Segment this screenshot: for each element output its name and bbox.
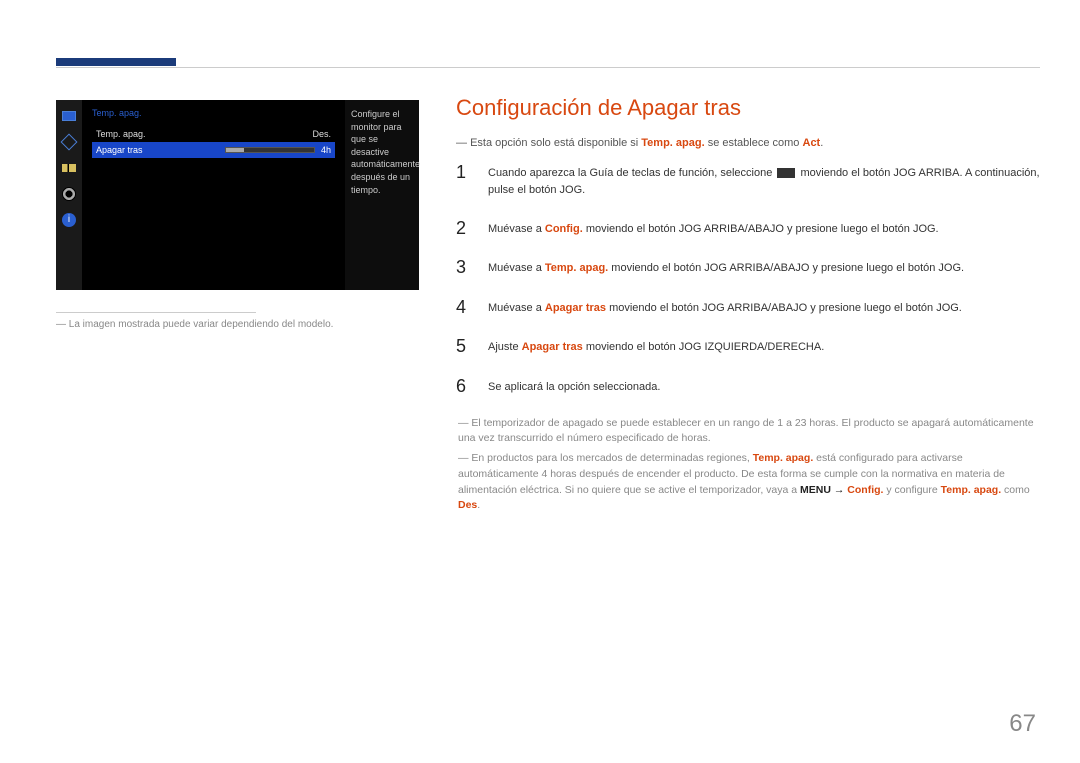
osd-screenshot: i Temp. apag. Temp. apag. Des. Apagar tr…: [56, 100, 419, 290]
right-column: Configuración de Apagar tras Esta opción…: [456, 95, 1040, 514]
arrow-icon: →: [831, 484, 847, 496]
osd-main-panel: Temp. apag. Temp. apag. Des. Apagar tras…: [82, 100, 345, 290]
osd-slider-cell: 4h: [225, 145, 331, 155]
text-highlight: Des: [458, 499, 477, 511]
note-text: se establece como: [705, 137, 803, 149]
text-highlight: Apagar tras: [522, 341, 583, 353]
step-3: 3 Muévase a Temp. apag. moviendo el botó…: [456, 257, 1040, 279]
text-fragment: Ajuste: [488, 341, 522, 353]
page-heading: Configuración de Apagar tras: [456, 95, 1040, 121]
note-highlight: Act: [803, 137, 821, 149]
text-fragment: como: [1001, 484, 1030, 496]
step-number: 2: [456, 218, 474, 240]
text-fragment: moviendo el botón JOG ARRIBA/ABAJO y pre…: [583, 223, 939, 235]
step-text: Ajuste Apagar tras moviendo el botón JOG…: [488, 336, 824, 357]
step-number: 1: [456, 162, 474, 184]
text-highlight: Config.: [847, 484, 883, 496]
step-text: Se aplicará la opción seleccionada.: [488, 376, 660, 397]
osd-row-turnoff: Apagar tras 4h: [92, 142, 335, 158]
step-number: 5: [456, 336, 474, 358]
intro-note: Esta opción solo está disponible si Temp…: [456, 135, 1040, 152]
step-1: 1 Cuando aparezca la Guía de teclas de f…: [456, 162, 1040, 200]
osd-row-label: Apagar tras: [96, 145, 143, 155]
text-fragment: moviendo el botón JOG ARRIBA/ABAJO y pre…: [606, 302, 962, 314]
text-bold: MENU: [800, 484, 831, 496]
step-number: 4: [456, 297, 474, 319]
screenshot-caption: La imagen mostrada puede variar dependie…: [56, 319, 446, 330]
caption-rule: [56, 312, 256, 313]
text-fragment: Cuando aparezca la Guía de teclas de fun…: [488, 167, 775, 179]
text-fragment: Muévase a: [488, 223, 545, 235]
bars-icon: [61, 160, 77, 176]
step-list: 1 Cuando aparezca la Guía de teclas de f…: [456, 162, 1040, 398]
osd-row-value: Des.: [312, 129, 331, 139]
info-icon: i: [61, 212, 77, 228]
text-highlight: Temp. apag.: [753, 452, 813, 464]
text-highlight: Config.: [545, 223, 583, 235]
osd-description: Configure el monitor para que se desacti…: [345, 100, 419, 290]
step-4: 4 Muévase a Apagar tras moviendo el botó…: [456, 297, 1040, 319]
monitor-icon: [61, 108, 77, 124]
step-5: 5 Ajuste Apagar tras moviendo el botón J…: [456, 336, 1040, 358]
text-fragment: Muévase a: [488, 302, 545, 314]
osd-row-value: 4h: [321, 145, 331, 155]
osd-icon-rail: i: [56, 100, 82, 290]
step-6: 6 Se aplicará la opción seleccionada.: [456, 376, 1040, 398]
text-highlight: Temp. apag.: [545, 262, 608, 274]
step-text: Muévase a Temp. apag. moviendo el botón …: [488, 257, 964, 278]
footnote-1: El temporizador de apagado se puede esta…: [456, 416, 1040, 448]
step-text: Muévase a Apagar tras moviendo el botón …: [488, 297, 962, 318]
osd-row-timer: Temp. apag. Des.: [92, 126, 335, 142]
text-fragment: En productos para los mercados de determ…: [471, 452, 752, 464]
text-fragment: moviendo el botón JOG ARRIBA/ABAJO y pre…: [608, 262, 964, 274]
text-highlight: Temp. apag.: [941, 484, 1001, 496]
step-text: Cuando aparezca la Guía de teclas de fun…: [488, 162, 1040, 200]
header-accent-bar: [56, 58, 176, 66]
osd-title: Temp. apag.: [92, 108, 335, 118]
page-number: 67: [1009, 710, 1036, 738]
osd-row-label: Temp. apag.: [96, 129, 146, 139]
menu-icon: [777, 168, 795, 178]
left-column: i Temp. apag. Temp. apag. Des. Apagar tr…: [56, 100, 446, 330]
footnote-2: En productos para los mercados de determ…: [456, 451, 1040, 514]
text-fragment: y configure: [883, 484, 940, 496]
step-text: Muévase a Config. moviendo el botón JOG …: [488, 218, 939, 239]
text-highlight: Apagar tras: [545, 302, 606, 314]
gear-icon: [61, 186, 77, 202]
step-number: 6: [456, 376, 474, 398]
display-icon: [61, 134, 77, 150]
header-rule: [56, 67, 1040, 68]
note-text: Esta opción solo está disponible si: [470, 137, 641, 149]
step-number: 3: [456, 257, 474, 279]
step-2: 2 Muévase a Config. moviendo el botón JO…: [456, 218, 1040, 240]
text-fragment: moviendo el botón JOG IZQUIERDA/DERECHA.: [583, 341, 824, 353]
text-fragment: Muévase a: [488, 262, 545, 274]
note-highlight: Temp. apag.: [641, 137, 704, 149]
osd-slider: [225, 147, 315, 153]
